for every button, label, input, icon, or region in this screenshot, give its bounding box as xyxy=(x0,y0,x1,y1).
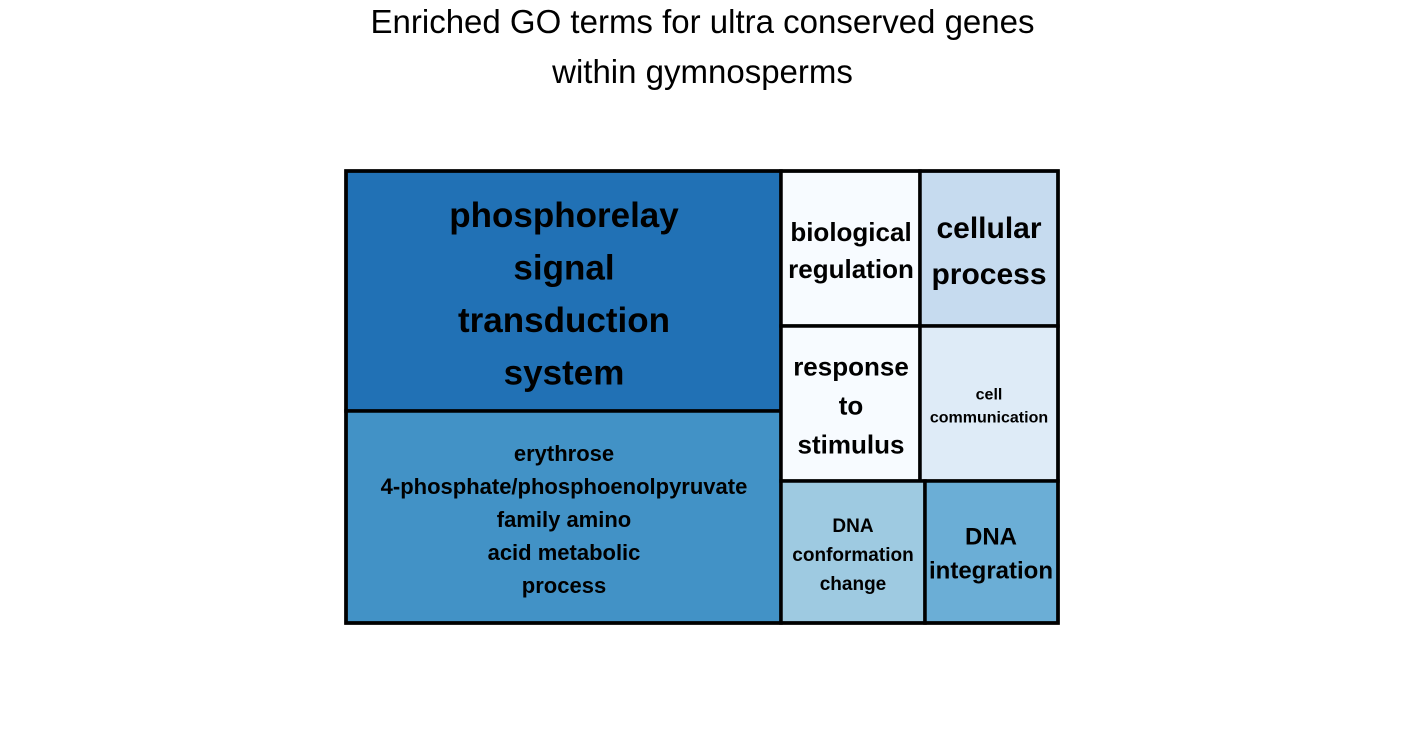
treemap-tile-label: response to stimulus xyxy=(793,351,909,459)
treemap-tile-label-line: acid metabolic xyxy=(488,540,641,565)
treemap-tile-label: erythrose 4-phosphate/phosphoenolpyruvate… xyxy=(381,441,748,598)
treemap-tile: cell communication xyxy=(918,324,1060,483)
treemap-tile-label: DNA integration xyxy=(929,524,1053,585)
treemap-tile-label-line: biological xyxy=(790,217,911,247)
treemap-tile-rect xyxy=(918,169,1060,328)
treemap-tile-rect xyxy=(923,479,1060,625)
treemap-tile: response to stimulus xyxy=(779,324,922,483)
treemap-tile-label-line: transduction xyxy=(458,301,670,340)
chart-title-line-1: Enriched GO terms for ultra conserved ge… xyxy=(370,3,1035,40)
treemap-tile: phosphorelay signal transduction system xyxy=(344,169,783,413)
treemap-tile-label-line: phosphorelay xyxy=(449,196,679,235)
treemap-tile-label-line: regulation xyxy=(788,254,914,284)
treemap-tile-label-line: process xyxy=(522,573,606,598)
treemap-tile-label: cell communication xyxy=(930,386,1048,426)
treemap-tile-label-line: integration xyxy=(929,558,1053,585)
treemap-tile-label-line: erythrose xyxy=(514,441,614,466)
treemap-tile-label-line: stimulus xyxy=(798,429,905,459)
treemap-tile-label-line: process xyxy=(931,258,1046,291)
treemap-tile-label-line: signal xyxy=(513,248,614,287)
treemap-border xyxy=(344,169,1060,625)
treemap-tile-label-line: to xyxy=(839,390,864,420)
treemap-tile-label-line: cellular xyxy=(936,212,1041,245)
treemap-tile-label: phosphorelay signal transduction system xyxy=(449,196,679,393)
treemap-tile-label-line: system xyxy=(504,353,625,392)
treemap-tile-label-line: conformation xyxy=(792,545,913,566)
treemap-tile-label: cellular process xyxy=(931,212,1046,291)
treemap-tile-label-line: change xyxy=(820,574,887,595)
treemap-tile-rect xyxy=(779,324,922,483)
treemap-tile: DNA conformation change xyxy=(779,479,927,625)
treemap-tile: DNA integration xyxy=(923,479,1060,625)
treemap-tile-label: DNA conformation change xyxy=(792,516,913,595)
treemap-tile-rect xyxy=(779,169,922,328)
treemap-tile-label-line: 4-phosphate/phosphoenolpyruvate xyxy=(381,474,748,499)
treemap-tile-label-line: cell xyxy=(976,386,1003,403)
treemap-tile: biological regulation xyxy=(779,169,922,328)
treemap-tile: erythrose 4-phosphate/phosphoenolpyruvate… xyxy=(344,409,783,625)
treemap-tile-rect xyxy=(344,409,783,625)
chart-title-line-2: within gymnosperms xyxy=(552,53,853,90)
treemap-tile-label-line: communication xyxy=(930,409,1048,426)
treemap-tile-label-line: response xyxy=(793,351,909,381)
treemap-tile: cellular process xyxy=(918,169,1060,328)
treemap-tile-label-line: family amino xyxy=(497,507,631,532)
treemap-tile-label-line: DNA xyxy=(965,524,1017,551)
treemap-tile-label: biological regulation xyxy=(788,217,914,284)
treemap-tile-label-line: DNA xyxy=(832,516,873,537)
treemap-tile-rect xyxy=(918,324,1060,483)
